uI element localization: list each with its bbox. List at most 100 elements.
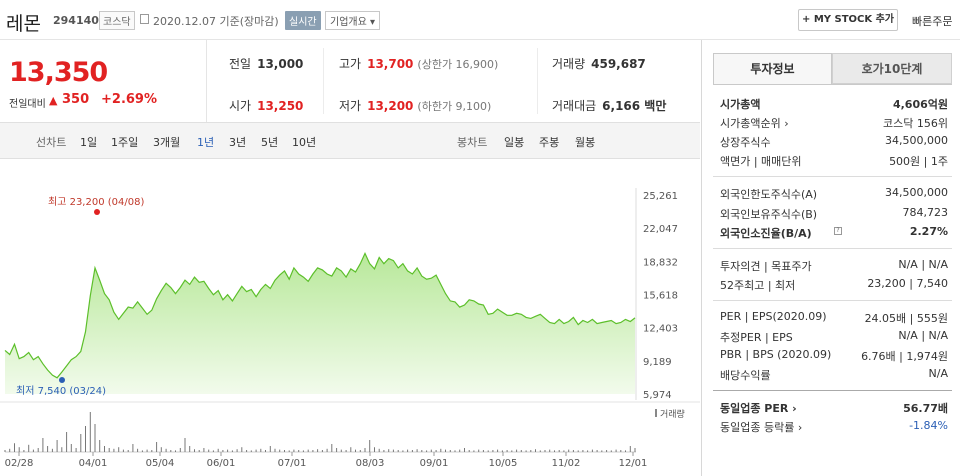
row-52week: 52주최고 | 최저 23,200 | 7,540 [720, 277, 948, 295]
row-value: 24.05배 | 555원 [864, 312, 948, 325]
x-tick-label: 10/05 [489, 458, 518, 469]
tab-orderbook[interactable]: 호가10단계 [832, 53, 952, 84]
row-par-value: 액면가 | 매매단위 500원 | 1주 [720, 153, 948, 171]
market-badge: 코스닥 [99, 11, 135, 30]
x-tick-label: 08/03 [356, 458, 385, 469]
row-industry-per[interactable]: 동일업종 PER › 56.77배 [720, 400, 948, 418]
lower-limit: (하한가 9,100) [417, 100, 492, 113]
stat-open: 시가 13,250 [229, 97, 303, 114]
stat-label: 거래대금 [552, 99, 597, 113]
row-opinion: 투자의견 | 목표주가 N/A | N/A [720, 258, 948, 276]
price-stats: 전일 13,000 시가 13,250 고가 13,700 (상한가 16,900) 저… [207, 40, 700, 122]
help-icon[interactable]: ? [834, 227, 842, 235]
row-label: 시가총액 [720, 98, 761, 111]
row-label: 52주최고 | 최저 [720, 279, 796, 292]
tab-1w[interactable]: 1주일 [111, 136, 139, 149]
row-value: 34,500,000 [885, 134, 948, 147]
row-dividend: 배당수익률 N/A [720, 367, 948, 385]
row-label: 추정PER | EPS [720, 331, 793, 344]
y-tick-label: 25,261 [643, 191, 678, 202]
row-listed-shares: 상장주식수 34,500,000 [720, 134, 948, 152]
row-value: 34,500,000 [885, 186, 948, 199]
stock-name: 레몬 [6, 13, 41, 35]
stat-value: 6,166 백만 [602, 99, 667, 113]
stat-value: 13,000 [257, 57, 304, 71]
stat-value: 459,687 [591, 57, 646, 71]
company-overview-dropdown[interactable]: 기업개요 ▾ [325, 11, 380, 30]
chart-period-tabs: 선차트 1일 1주일 3개월 1년 3년 5년 10년 봉차트 일봉 주봉 월봉 [0, 122, 700, 159]
divider [713, 176, 952, 177]
row-label: 동일업종 등락률 › [720, 421, 803, 434]
change-value: 350 [62, 92, 90, 107]
tab-1d[interactable]: 1일 [80, 136, 98, 149]
tab-underline [713, 84, 952, 85]
stat-prev: 전일 13,000 [229, 55, 303, 72]
row-market-cap-rank[interactable]: 시가총액순위 › 코스닥 156위 [720, 115, 948, 133]
divider [713, 300, 952, 301]
divider [537, 48, 538, 114]
realtime-button[interactable]: 실시간 [285, 11, 321, 30]
y-tick-label: 9,189 [643, 357, 672, 368]
tab-10y[interactable]: 10년 [292, 136, 317, 149]
row-label: PER | EPS(2020.09) [720, 310, 827, 323]
tab-3m[interactable]: 3개월 [153, 136, 181, 149]
row-value: 56.77배 [903, 402, 948, 415]
row-foreign-holdings: 외국인보유주식수(B) 784,723 [720, 206, 948, 224]
row-value: 500원 | 1주 [889, 155, 948, 168]
row-market-cap: 시가총액 4,606억원 [720, 96, 948, 114]
up-arrow-icon: ▲ [49, 94, 58, 107]
row-est-per: 추정PER | EPS N/A | N/A [720, 329, 948, 347]
mystock-add-button[interactable]: + MY STOCK 추가 [798, 9, 898, 31]
x-tick-label: 07/01 [278, 458, 307, 469]
price-box: 13,350 전일대비 ▲ 350 +2.69% [0, 40, 207, 122]
investment-panel: 투자정보 호가10단계 시가총액 4,606억원 시가총액순위 › 코스닥 156위… [701, 40, 960, 476]
tab-invest-info[interactable]: 투자정보 [713, 53, 832, 84]
row-value: 784,723 [902, 206, 949, 219]
stat-label: 전일 [229, 57, 252, 71]
price-chart: 25,261 22,047 18,832 15,618 12,403 9,189 5,974… [0, 188, 700, 469]
row-label: 액면가 | 매매단위 [720, 155, 802, 168]
row-label: 시가총액순위 › [720, 117, 789, 130]
y-tick-label: 5,974 [643, 390, 672, 401]
volume-legend-mark [655, 409, 657, 417]
x-tick-label: 11/02 [552, 458, 581, 469]
row-value: 6.76배 | 1,974원 [861, 350, 948, 363]
high-annotation: 최고 23,200 (04/08) [48, 196, 144, 208]
x-tick-label: 05/04 [146, 458, 175, 469]
candle-chart-label: 봉차트 [457, 136, 488, 149]
row-label: 투자의견 | 목표주가 [720, 260, 812, 273]
tab-weekly[interactable]: 주봉 [539, 136, 560, 149]
base-date: 2020.12.07 기준(장마감) [153, 15, 279, 28]
stat-high: 고가 13,700 (상한가 16,900) [339, 55, 498, 72]
x-tick-label: 12/01 [619, 458, 648, 469]
row-label: 배당수익률 [720, 369, 771, 382]
tab-3y[interactable]: 3년 [229, 136, 247, 149]
change-label: 전일대비 [9, 99, 46, 110]
row-pbr-bps: PBR | BPS (2020.09) 6.76배 | 1,974원 [720, 348, 948, 366]
y-tick-label: 15,618 [643, 291, 678, 302]
stat-amount: 거래대금 6,166 백만 [552, 97, 666, 114]
stat-volume: 거래량 459,687 [552, 55, 646, 72]
stat-low: 저가 13,200 (하한가 9,100) [339, 97, 491, 114]
quick-order-button[interactable]: 빠른주문 [912, 15, 953, 28]
tab-monthly[interactable]: 월봉 [575, 136, 596, 149]
stat-label: 고가 [339, 57, 362, 71]
row-per-eps: PER | EPS(2020.09) 24.05배 | 555원 [720, 310, 948, 328]
price-line [4, 251, 636, 379]
row-value: 코스닥 156위 [883, 117, 948, 130]
row-value: N/A [928, 367, 948, 380]
divider [323, 48, 324, 114]
stat-value: 13,200 [367, 99, 414, 113]
row-label: 외국인소진율(B/A) [720, 227, 812, 240]
row-value: N/A | N/A [898, 329, 948, 342]
tab-5y[interactable]: 5년 [261, 136, 279, 149]
tab-daily[interactable]: 일봉 [504, 136, 525, 149]
row-industry-change[interactable]: 동일업종 등락률 › -1.84% [720, 419, 948, 437]
stat-label: 저가 [339, 99, 362, 113]
row-value: 4,606억원 [892, 98, 948, 111]
divider [713, 248, 952, 249]
low-annotation: 최저 7,540 (03/24) [16, 385, 106, 397]
stat-label: 거래량 [552, 57, 586, 71]
tab-1y[interactable]: 1년 [197, 136, 215, 149]
y-tick-label: 22,047 [643, 224, 678, 235]
